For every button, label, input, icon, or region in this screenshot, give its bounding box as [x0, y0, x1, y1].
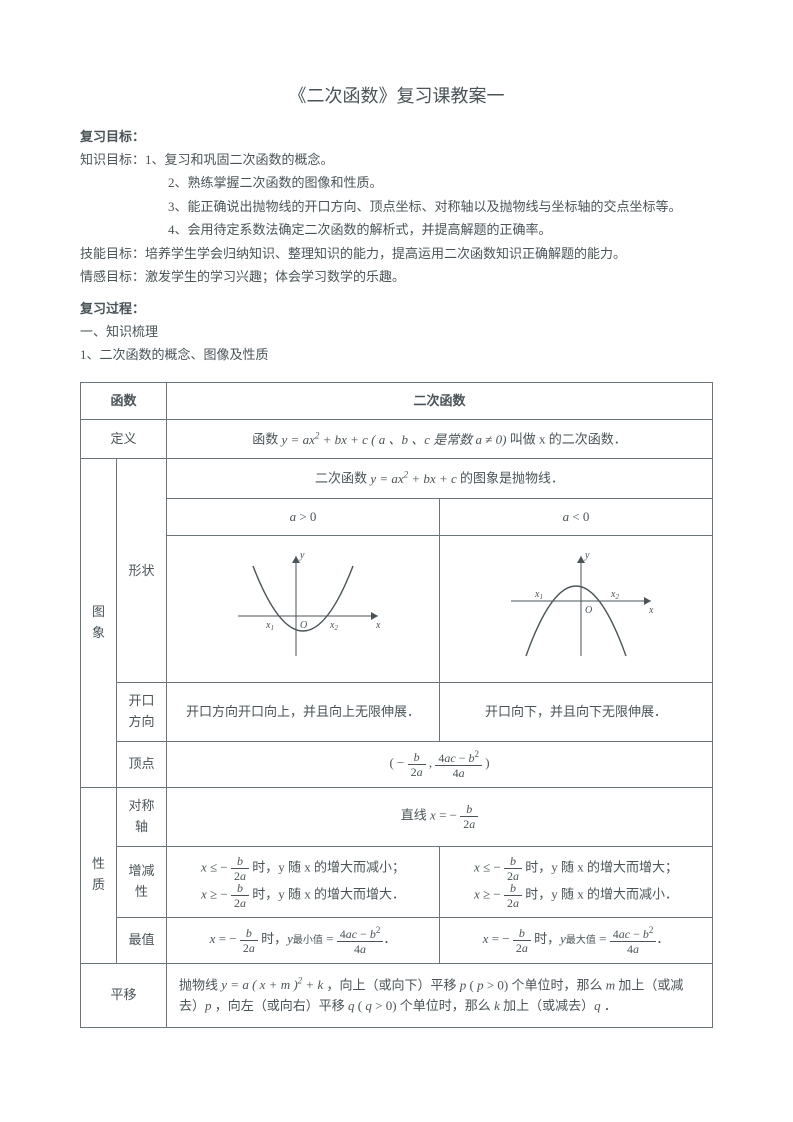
extreme-min: x = − b2a 时，y最小值 = 4ac − b24a．	[167, 917, 440, 963]
parabola-down-icon: y x O x1 x2	[491, 546, 661, 666]
shape-label: 形状	[117, 459, 167, 683]
def-pre: 函数	[252, 432, 281, 447]
knowledge-4: 4、会用待定系数法确定二次函数的解析式，并提高解题的正确率。	[80, 219, 713, 240]
a-lt-0: a < 0	[440, 498, 713, 536]
emotion-label: 情感目标：	[80, 269, 145, 284]
knowledge-3: 3、能正确说出抛物线的开口方向、顶点坐标、对称轴以及抛物线与坐标轴的交点坐标等。	[80, 196, 713, 217]
vertex-label: 顶点	[117, 741, 167, 787]
svg-text:x: x	[648, 605, 654, 616]
knowledge-2: 2、熟练掌握二次函数的图像和性质。	[80, 172, 713, 193]
th-quadratic: 二次函数	[167, 382, 713, 420]
svg-text:x1: x1	[534, 589, 543, 601]
shift-label: 平移	[81, 963, 167, 1027]
graph-up-cell: y x O x1 x2	[167, 536, 440, 683]
axis-label: 对称轴	[117, 787, 167, 846]
open-label: 开口方向	[117, 683, 167, 742]
skill-line: 技能目标：培养学生学会归纳知识、整理知识的能力，提高运用二次函数知识正确解题的能…	[80, 243, 713, 264]
mono-up: x ≤ − b2a 时，y 随 x 的增大而减小； x ≥ − b2a 时，y …	[167, 846, 440, 917]
skill-label: 技能目标：	[80, 246, 145, 261]
row-def-text: 函数 y = ax2 + bx + c ( a 、b 、c 是常数 a ≠ 0)…	[167, 420, 713, 459]
svg-text:O: O	[300, 620, 307, 631]
svg-text:x: x	[375, 620, 381, 631]
property-group: 性质	[81, 787, 117, 963]
mono-label: 增减性	[117, 846, 167, 917]
svg-text:x1: x1	[265, 620, 274, 632]
axis-pre: 直线	[401, 808, 430, 823]
graph-down-cell: y x O x1 x2	[440, 536, 713, 683]
def-post: 叫做 x 的二次函数．	[510, 432, 627, 447]
open-down: 开口向下，并且向下无限伸展．	[440, 683, 713, 742]
svg-text:x2: x2	[610, 589, 619, 601]
shape-pre: 二次函数	[315, 471, 370, 486]
process-header: 复习过程：	[80, 298, 713, 317]
emotion-line: 情感目标：激发学生的学习兴趣；体会学习数学的乐趣。	[80, 266, 713, 287]
knowledge-label: 知识目标：	[80, 152, 145, 167]
axis-value: 直线 x = − b2a	[167, 787, 713, 846]
shift-text: 抛物线 y = a ( x + m )2 + k ，向上（或向下）平移 p ( …	[167, 963, 713, 1027]
shape-header: 二次函数 y = ax2 + bx + c 的图象是抛物线．	[167, 459, 713, 498]
extreme-max: x = − b2a 时，y最大值 = 4ac − b24a．	[440, 917, 713, 963]
mono-dn-dec: 时，y 随 x 的增大而减小．	[525, 886, 678, 901]
mono-dn-inc: 时，y 随 x 的增大而增大；	[525, 859, 678, 874]
vertex-value: ( − b2a , 4ac − b24a )	[167, 741, 713, 787]
extreme-label: 最值	[117, 917, 167, 963]
svg-text:y: y	[584, 550, 590, 561]
knowledge-line-1: 知识目标：1、复习和巩固二次函数的概念。	[80, 149, 713, 170]
objective-header: 复习目标：	[80, 126, 713, 145]
process-1-1: 1、二次函数的概念、图像及性质	[80, 344, 713, 365]
emotion-text: 激发学生的学习兴趣；体会学习数学的乐趣。	[145, 269, 405, 284]
ex-min-pre: 时，	[261, 931, 287, 946]
knowledge-1: 1、复习和巩固二次函数的概念。	[145, 152, 334, 167]
mono-up-dec: 时，y 随 x 的增大而减小；	[252, 859, 405, 874]
ex-max-pre: 时，	[534, 931, 560, 946]
shape-post: 的图象是抛物线．	[460, 471, 564, 486]
graph-group: 图象	[81, 459, 117, 788]
skill-text: 培养学生学会归纳知识、整理知识的能力，提高运用二次函数知识正确解题的能力。	[145, 246, 626, 261]
a-gt-0: a > 0	[167, 498, 440, 536]
mono-down: x ≤ − b2a 时，y 随 x 的增大而增大； x ≥ − b2a 时，y …	[440, 846, 713, 917]
properties-table: 函数 二次函数 定义 函数 y = ax2 + bx + c ( a 、b 、c…	[80, 382, 713, 1028]
mono-up-inc: 时，y 随 x 的增大而增大．	[252, 886, 405, 901]
page-title: 《二次函数》复习课教案一	[80, 82, 713, 108]
parabola-up-icon: y x O x1 x2	[218, 546, 388, 666]
svg-text:O: O	[585, 605, 592, 616]
open-up: 开口方向开口向上，并且向上无限伸展．	[167, 683, 440, 742]
process-1: 一、知识梳理	[80, 321, 713, 342]
svg-text:y: y	[299, 550, 305, 561]
svg-text:x2: x2	[329, 620, 338, 632]
row-def-label: 定义	[81, 420, 167, 459]
th-function: 函数	[81, 382, 167, 420]
